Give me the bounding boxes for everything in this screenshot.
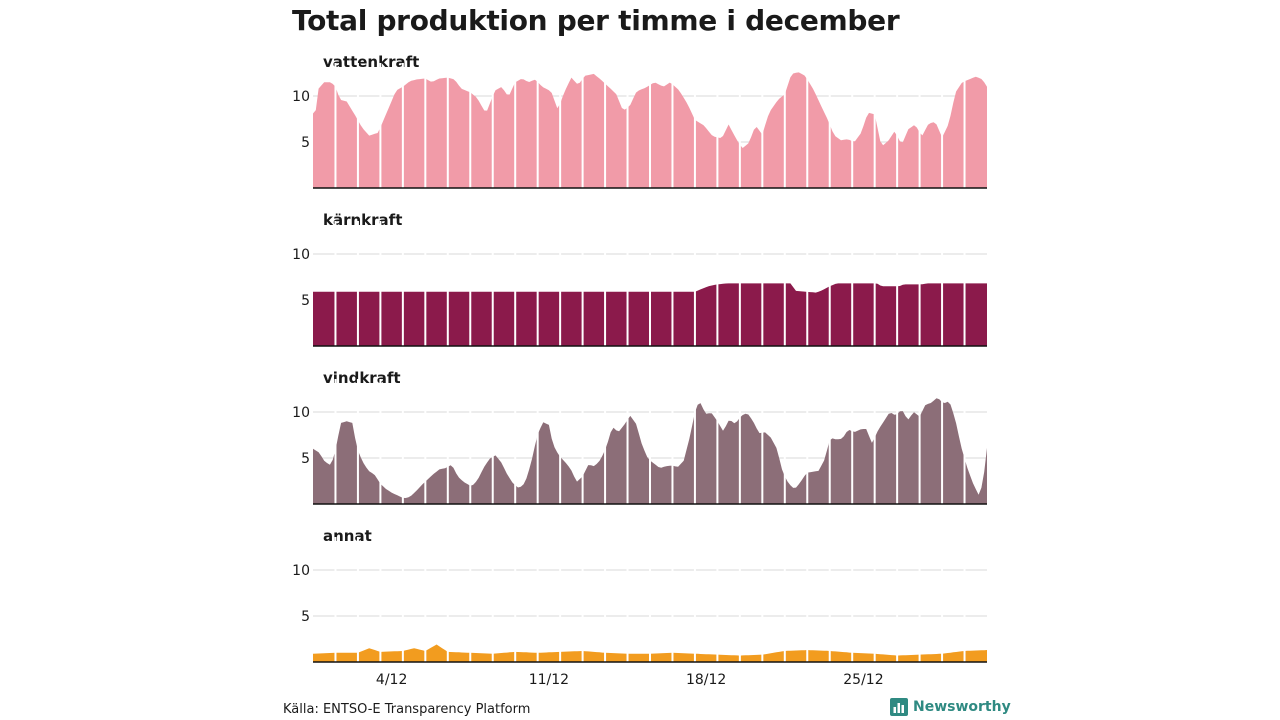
area-vindkraft: [313, 398, 987, 504]
panel-vattenkraft: vattenkraft 5 10: [292, 53, 987, 189]
panel-title-vattenkraft: vattenkraft: [323, 53, 419, 71]
panel-annat: annat 5 10: [292, 527, 987, 663]
source-note: Källa: ENTSO-E Transparency Platform: [283, 702, 531, 717]
x-tick-label: 4/12: [376, 672, 407, 688]
panel-title-kärnkraft: kärnkraft: [323, 211, 402, 229]
brand-name: Newsworthy: [913, 699, 1011, 715]
y-tick-label: 10: [292, 563, 310, 579]
chart-title: Total produktion per timme i december: [292, 4, 900, 37]
newsworthy-logo[interactable]: Newsworthy: [890, 698, 1011, 716]
x-tick-label: 11/12: [529, 672, 569, 688]
y-tick-label: 5: [301, 293, 310, 309]
panel-title-annat: annat: [323, 527, 372, 545]
x-tick-label: 18/12: [686, 672, 726, 688]
area-annat: [313, 644, 987, 662]
chart-panels: vattenkraft510kärnkraft510vindkraft510an…: [292, 53, 987, 663]
x-tick-label: 25/12: [843, 672, 883, 688]
newsworthy-bar-chart-logo-icon: [890, 698, 908, 716]
y-tick-label: 5: [301, 135, 310, 151]
y-tick-label: 10: [292, 405, 310, 421]
y-tick-label: 5: [301, 609, 310, 625]
y-tick-label: 10: [292, 89, 310, 105]
y-tick-label: 10: [292, 247, 310, 263]
x-axis: 4/12 11/12 18/12 25/12: [376, 672, 884, 688]
panel-kärnkraft: kärnkraft 5 10: [292, 211, 987, 347]
y-tick-label: 5: [301, 451, 310, 467]
